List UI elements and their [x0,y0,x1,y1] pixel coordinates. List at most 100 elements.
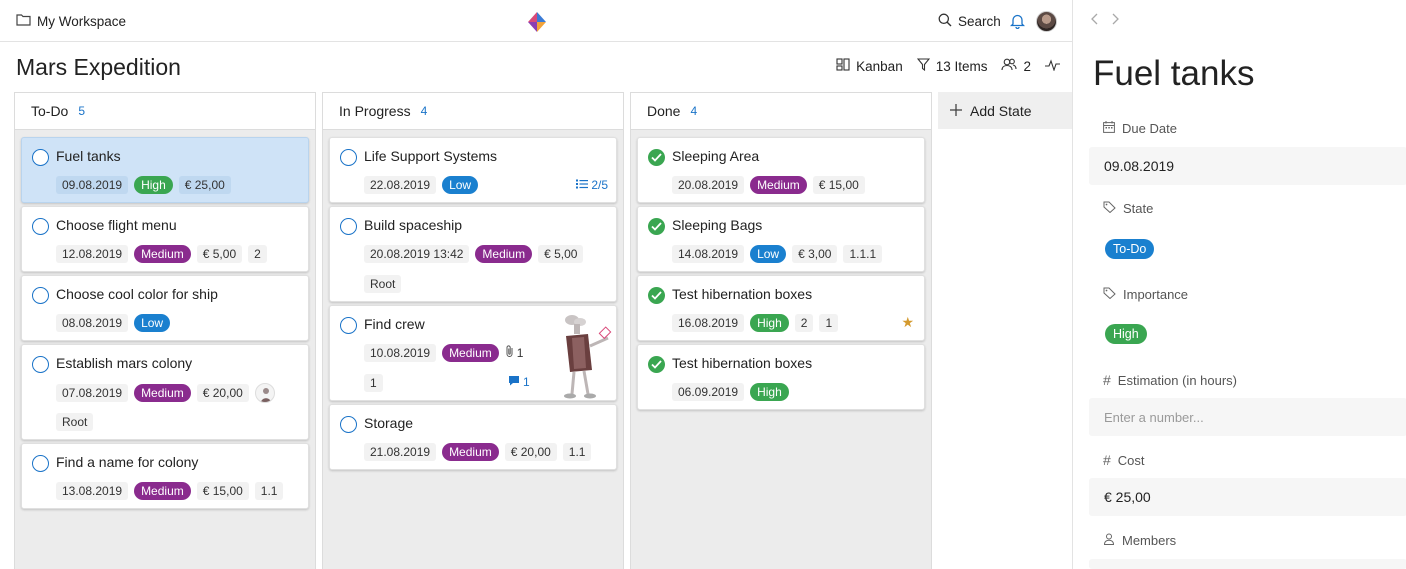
task-card[interactable]: Fuel tanks 09.08.2019 High € 25,00 [21,137,309,203]
attachments-count: 1 [516,346,524,360]
card-title: Test hibernation boxes [672,286,813,302]
workspace-breadcrumb[interactable]: My Workspace [16,13,126,29]
user-avatar[interactable] [1036,11,1057,32]
column-header[interactable]: Done 4 [631,93,931,130]
subtasks-count: 2/5 [591,178,608,192]
members-button[interactable]: 2 [1001,58,1031,74]
add-state-label: Add State [970,102,1032,119]
search-button[interactable]: Search [938,13,1001,30]
star-icon[interactable]: ★ [901,314,914,330]
cost-field[interactable]: € 25,00 [1089,478,1406,516]
hash-icon: # [1103,452,1111,468]
check-icon[interactable] [648,356,665,373]
importance-badge[interactable]: High [1105,324,1147,344]
cost-label-text: Cost [1117,452,1145,468]
status-circle-icon[interactable] [340,317,357,334]
due-date: 12.08.2019 [56,245,129,263]
card-title: Test hibernation boxes [672,355,813,371]
due-date: 16.08.2019 [672,314,745,332]
task-card[interactable]: Build spaceship 20.08.2019 13:42 Medium … [329,206,617,302]
card-title: Storage [364,415,414,431]
column-todo: To-Do 5 Fuel tanks 09.08.2019 High € 25,… [14,92,316,569]
folder-icon [16,13,31,29]
view-switcher-button[interactable]: Kanban [836,58,903,74]
card-title: Find crew [364,316,425,332]
task-card[interactable]: Choose flight menu 12.08.2019 Medium € 5… [21,206,309,272]
due-date: 09.08.2019 [56,176,129,194]
list-icon [576,178,589,192]
task-card[interactable]: Life Support Systems 22.08.2019 Low 2/5 [329,137,617,203]
task-card[interactable]: Find crew 10.08.2019 Medium 1 1 [329,305,617,401]
column-title: Done [647,103,681,119]
search-icon [938,13,952,30]
column-count: 5 [78,104,86,118]
due-date: 21.08.2019 [364,443,437,461]
subitem-chip: 1.1 [562,443,592,461]
card-title: Sleeping Bags [672,217,763,233]
column-title: To-Do [31,103,69,119]
task-card[interactable]: Sleeping Area 20.08.2019 Medium € 15,00 [637,137,925,203]
detail-title[interactable]: Fuel tanks [1093,54,1255,93]
due-date-label-text: Due Date [1122,121,1177,136]
subitem-chip: 2 [794,314,814,332]
column-header[interactable]: To-Do 5 [15,93,315,130]
board-toolbar: Kanban 13 Items 2 [836,58,1060,74]
chevron-left-icon[interactable] [1091,12,1099,30]
priority-badge: Medium [442,443,499,461]
task-card[interactable]: Test hibernation boxes 16.08.2019 High 2… [637,275,925,341]
due-date-field[interactable]: 09.08.2019 [1089,147,1406,185]
check-icon[interactable] [648,149,665,166]
member-avatar [254,383,275,403]
cost-chip: € 15,00 [812,176,865,194]
status-circle-icon[interactable] [340,218,357,235]
check-icon[interactable] [648,218,665,235]
column-header[interactable]: In Progress 4 [323,93,623,130]
status-circle-icon[interactable] [32,218,49,235]
attachments-indicator: 1 [505,345,524,361]
task-card[interactable]: Test hibernation boxes 06.09.2019 High [637,344,925,410]
tag-chip: Root [364,275,402,293]
status-circle-icon[interactable] [340,149,357,166]
task-card[interactable]: Establish mars colony 07.08.2019 Medium … [21,344,309,440]
comments-count: 1 [523,375,530,389]
priority-badge: Medium [442,344,499,362]
priority-badge: Medium [750,176,807,194]
add-state-button[interactable]: Add State [938,92,1072,129]
activity-button[interactable] [1045,58,1060,74]
state-badge[interactable]: To-Do [1105,239,1155,259]
calendar-icon [1103,121,1115,136]
paperclip-icon [505,345,515,361]
due-date: 14.08.2019 [672,245,745,263]
detail-navigation [1091,12,1119,30]
subitem-chip: 2 [248,245,267,263]
comments-indicator: 1 [508,375,530,389]
task-card[interactable]: Sleeping Bags 14.08.2019 Low € 3,00 1.1.… [637,206,925,272]
importance-label: Importance [1103,287,1188,302]
due-date: 06.09.2019 [672,383,745,401]
status-circle-icon[interactable] [32,287,49,304]
status-circle-icon[interactable] [32,149,49,166]
check-icon[interactable] [648,287,665,304]
view-label: Kanban [856,58,903,74]
tag-chip: Root [56,413,94,431]
priority-badge: High [750,383,789,401]
task-card[interactable]: Find a name for colony 13.08.2019 Medium… [21,443,309,509]
status-circle-icon[interactable] [340,416,357,433]
due-date: 13.08.2019 [56,482,129,500]
task-card[interactable]: Choose cool color for ship 08.08.2019 Lo… [21,275,309,341]
estimation-input[interactable]: Enter a number... [1089,398,1406,436]
estimation-label: # Estimation (in hours) [1103,372,1237,388]
comment-icon [508,375,520,389]
chevron-right-icon[interactable] [1111,12,1119,30]
status-circle-icon[interactable] [32,356,49,373]
priority-badge: Low [134,314,171,332]
card-title: Establish mars colony [56,355,193,371]
cost-chip: € 5,00 [538,245,584,263]
filter-button[interactable]: 13 Items [916,58,987,74]
cost-chip: € 3,00 [792,245,838,263]
task-card[interactable]: Storage 21.08.2019 Medium € 20,00 1.1 [329,404,617,470]
bell-icon[interactable] [1009,13,1026,32]
members-field[interactable] [1089,559,1406,569]
subitem-chip: 1.1 [254,482,284,500]
status-circle-icon[interactable] [32,455,49,472]
